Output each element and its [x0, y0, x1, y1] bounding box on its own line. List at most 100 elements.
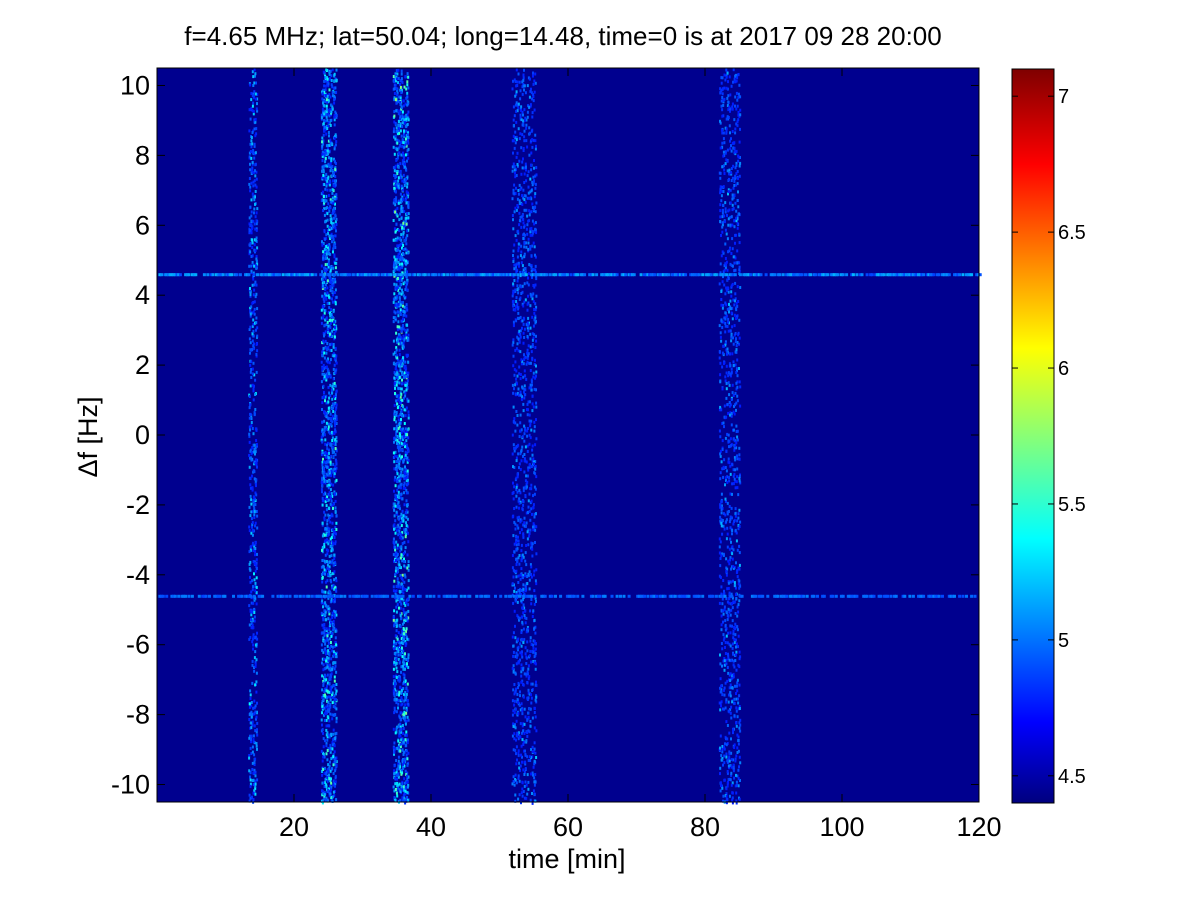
band-cell — [405, 627, 408, 631]
band-cell — [332, 705, 335, 709]
band-cell — [324, 330, 327, 334]
band-cell — [513, 263, 516, 267]
band-cell — [399, 258, 402, 262]
band-cell — [398, 262, 401, 266]
band-cell — [517, 542, 520, 546]
band-cell — [533, 179, 535, 183]
band-cell — [322, 781, 325, 785]
band-cell — [333, 354, 335, 358]
band-cell — [248, 216, 251, 220]
band-cell — [534, 255, 537, 259]
band-cell — [321, 573, 324, 576]
band-cell — [252, 504, 255, 508]
band-cell — [326, 342, 329, 345]
band-cell — [513, 485, 516, 489]
band-cell — [403, 799, 406, 803]
band-cell — [533, 222, 536, 226]
band-cell — [525, 460, 528, 464]
band-cell — [400, 537, 403, 541]
band-cell — [513, 683, 516, 686]
band-cell — [400, 470, 403, 474]
band-cell — [525, 139, 528, 143]
band-cell — [521, 508, 524, 512]
band-cell — [398, 376, 401, 379]
band-cell — [328, 653, 331, 657]
band-cell — [406, 185, 409, 189]
band-cell — [248, 231, 251, 235]
band-cell — [513, 114, 516, 118]
band-cell — [402, 427, 405, 431]
band-cell — [401, 226, 404, 229]
band-cell — [520, 225, 523, 229]
band-cell — [256, 109, 259, 113]
band-cell — [327, 357, 329, 361]
band-cell — [393, 135, 396, 139]
band-cell — [335, 135, 338, 139]
band-cell — [329, 198, 332, 202]
band-cell — [251, 332, 254, 336]
band-cell — [323, 542, 326, 546]
band-cell — [322, 650, 325, 654]
band-cell — [334, 499, 337, 503]
band-cell — [402, 317, 404, 321]
band-cell — [331, 559, 334, 563]
band-cell — [395, 411, 398, 414]
band-cell — [396, 138, 399, 142]
band-cell — [396, 89, 399, 93]
band-cell — [533, 285, 536, 289]
band-cell — [527, 466, 530, 470]
band-cell — [403, 366, 406, 370]
band-cell — [397, 772, 400, 776]
band-cell — [324, 610, 327, 614]
band-cell — [329, 138, 332, 142]
band-cell — [399, 250, 402, 253]
band-cell — [404, 565, 407, 569]
band-cell — [251, 367, 254, 371]
band-cell — [320, 316, 323, 320]
band-cell — [400, 691, 403, 695]
band-cell — [253, 300, 256, 304]
band-cell — [403, 699, 406, 703]
band-cell — [393, 624, 395, 628]
band-cell — [397, 764, 400, 768]
band-cell — [335, 295, 338, 299]
band-cell — [331, 747, 334, 751]
band-cell — [406, 99, 409, 103]
band-cell — [396, 358, 399, 362]
band-cell — [523, 108, 526, 112]
band-cell — [330, 313, 333, 316]
band-cell — [332, 623, 335, 627]
band-cell — [530, 483, 533, 487]
band-cell — [398, 296, 401, 300]
band-cell — [250, 502, 253, 506]
band-cell — [402, 788, 405, 792]
band-cell — [323, 687, 326, 691]
band-cell — [255, 510, 258, 514]
band-cell — [327, 345, 330, 349]
band-cell — [399, 600, 402, 604]
band-cell — [252, 637, 254, 641]
band-cell — [333, 74, 336, 78]
band-cell — [526, 718, 529, 722]
band-cell — [405, 692, 408, 696]
band-cell — [251, 383, 254, 387]
band-cell — [335, 114, 338, 118]
band-cell — [404, 427, 407, 431]
band-cell — [520, 744, 523, 748]
band-cell — [404, 715, 407, 719]
band-cell — [335, 193, 338, 197]
band-cell — [524, 393, 527, 397]
band-cell — [516, 374, 519, 378]
band-cell — [255, 591, 258, 594]
band-cell — [396, 637, 399, 641]
band-cell — [326, 790, 329, 793]
band-cell — [255, 170, 258, 174]
band-cell — [516, 279, 519, 283]
band-cell — [515, 651, 518, 655]
band-cell — [514, 308, 517, 312]
band-cell — [403, 587, 405, 591]
band-cell — [248, 229, 251, 232]
band-cell — [320, 611, 323, 615]
band-cell — [335, 90, 338, 94]
band-cell — [399, 96, 402, 100]
